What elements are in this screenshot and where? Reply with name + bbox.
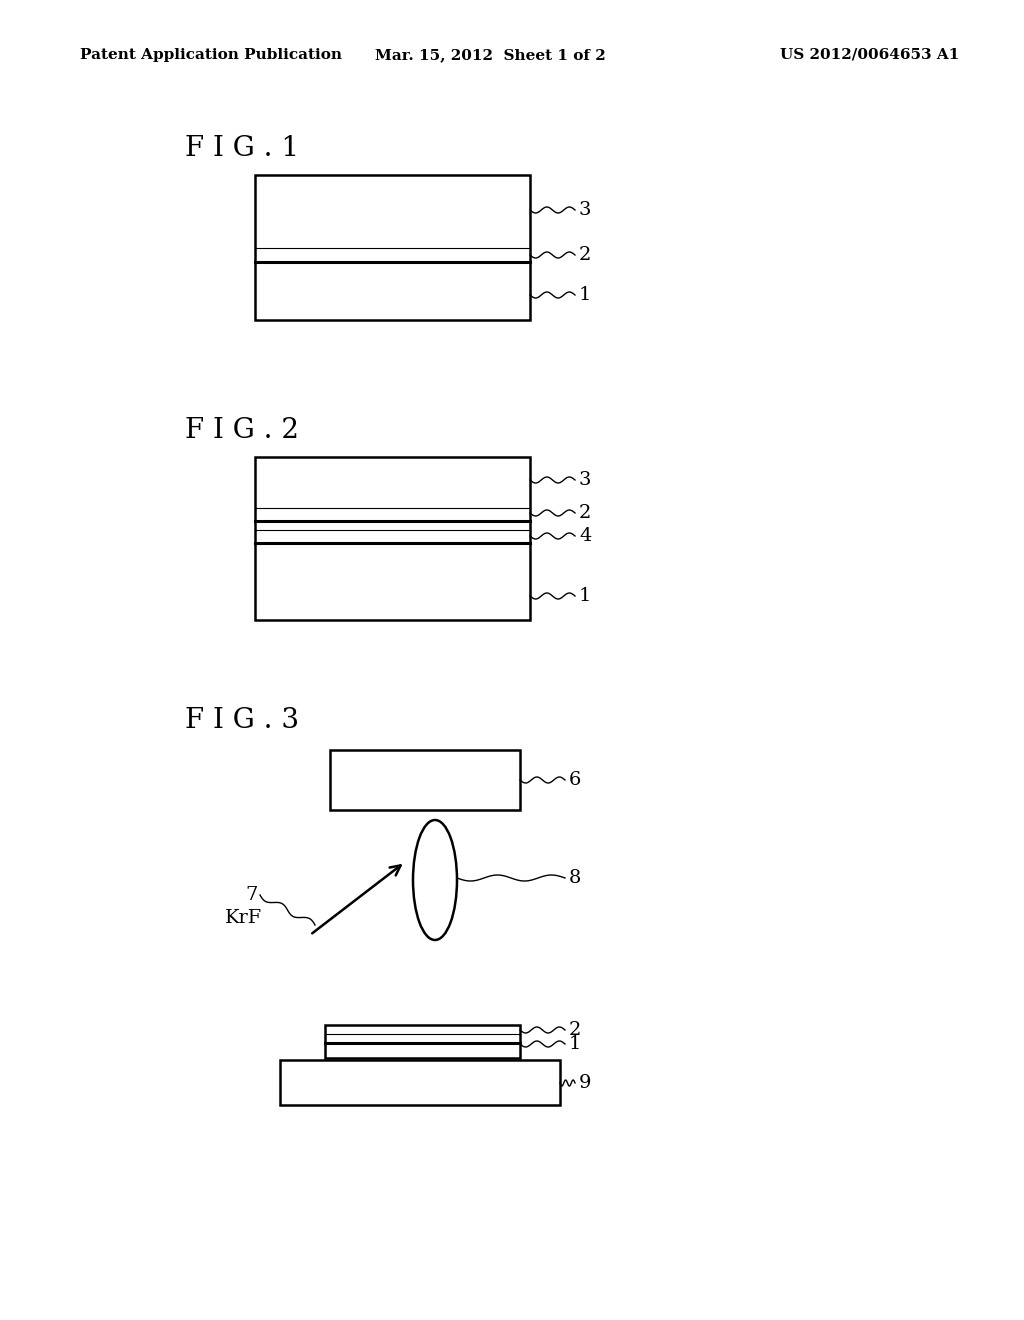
Text: 7: 7 (245, 886, 257, 904)
Text: 8: 8 (569, 869, 582, 887)
Text: US 2012/0064653 A1: US 2012/0064653 A1 (780, 48, 959, 62)
Text: 1: 1 (579, 587, 592, 605)
Text: 2: 2 (569, 1020, 582, 1039)
Text: 1: 1 (579, 286, 592, 304)
Text: F I G . 3: F I G . 3 (185, 706, 299, 734)
Text: 6: 6 (569, 771, 582, 789)
Text: 2: 2 (579, 504, 592, 521)
Bar (255, 457, 530, 620)
Text: 4: 4 (579, 527, 592, 545)
Text: F I G . 2: F I G . 2 (185, 417, 299, 444)
Text: 9: 9 (579, 1074, 592, 1092)
Ellipse shape (413, 820, 457, 940)
Text: KrF: KrF (225, 909, 262, 927)
Text: 1: 1 (569, 1035, 582, 1053)
Text: Patent Application Publication: Patent Application Publication (80, 48, 342, 62)
Text: Mar. 15, 2012  Sheet 1 of 2: Mar. 15, 2012 Sheet 1 of 2 (375, 48, 605, 62)
Bar (280, 1060, 560, 1105)
Text: 2: 2 (579, 246, 592, 264)
Text: 3: 3 (579, 201, 592, 219)
Text: 3: 3 (579, 471, 592, 488)
Bar (325, 1026, 520, 1059)
Bar (255, 176, 530, 319)
Text: F I G . 1: F I G . 1 (185, 135, 299, 161)
Bar (330, 750, 520, 810)
